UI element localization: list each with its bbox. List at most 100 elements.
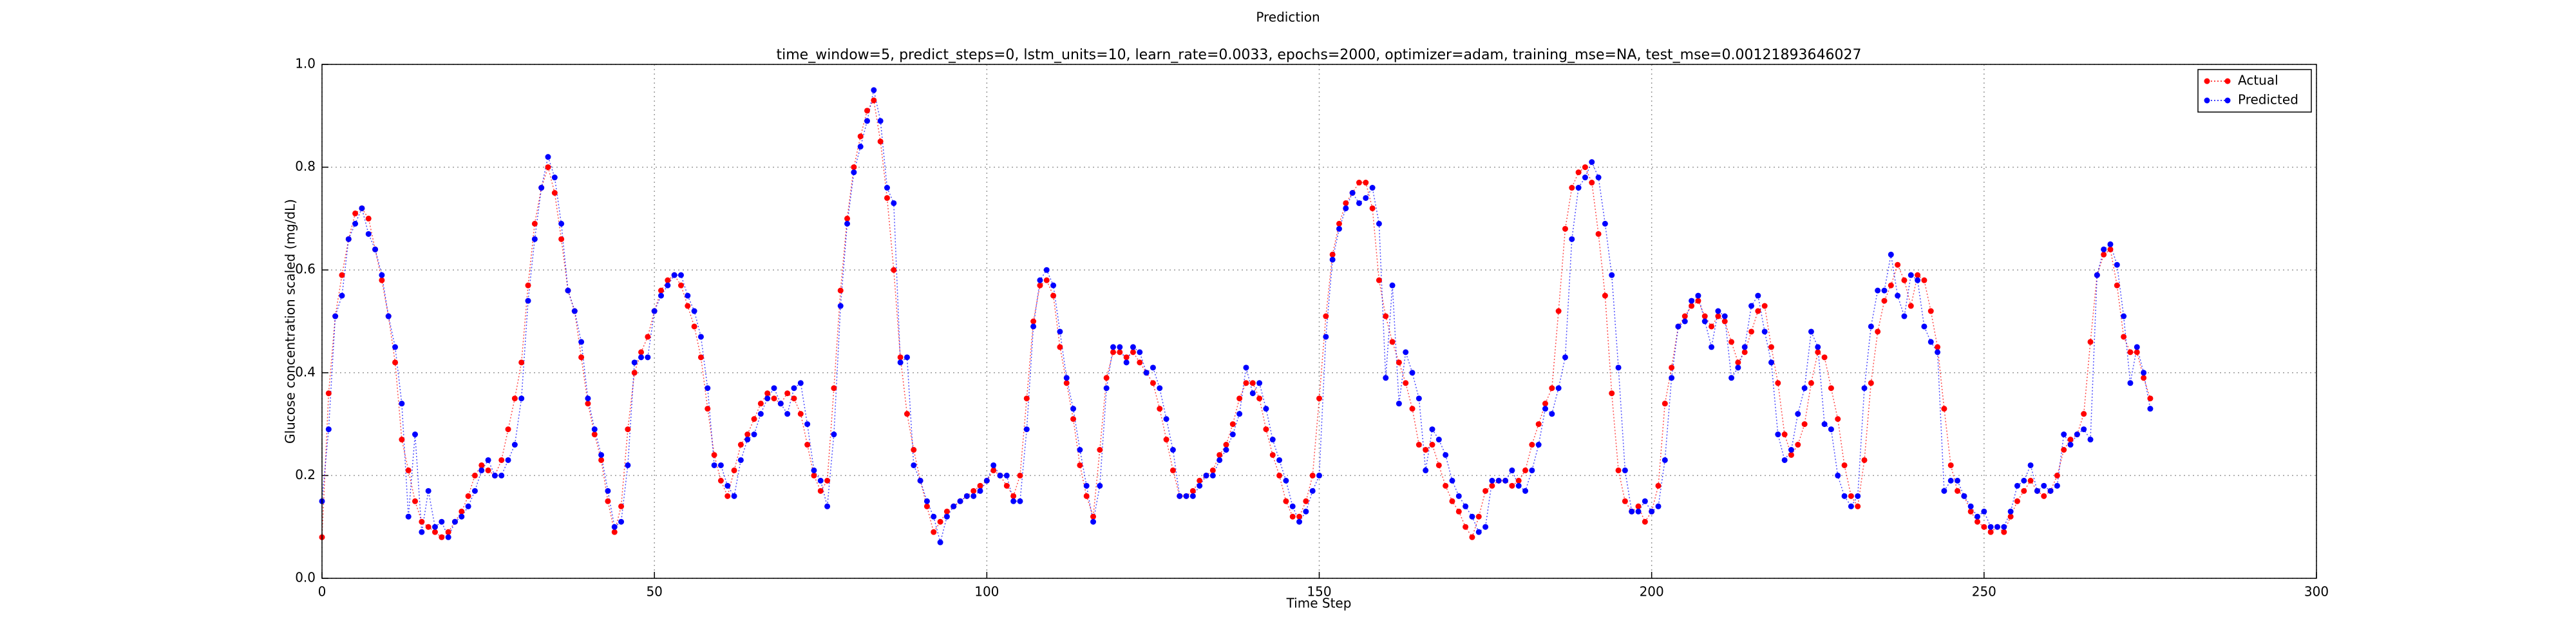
x-tick-label: 300 (2304, 584, 2329, 600)
y-axis-label: Glucose concentration scaled (mg/dL) (283, 199, 298, 444)
data-point (1303, 508, 1309, 515)
data-point (1681, 313, 1688, 319)
data-point (1063, 375, 1070, 381)
data-point (1981, 508, 1987, 515)
data-point (1509, 467, 1515, 473)
data-point (1429, 442, 1435, 448)
data-point (1323, 334, 1329, 340)
data-point (1269, 451, 1276, 458)
data-point (744, 431, 751, 438)
data-point (971, 493, 977, 499)
data-point (1243, 380, 1249, 386)
data-point (1416, 395, 1422, 402)
data-point (1189, 493, 1196, 499)
data-point (1615, 467, 1622, 473)
data-point (1781, 431, 1788, 438)
data-point (518, 359, 525, 366)
data-point (2121, 313, 2127, 319)
data-point (551, 190, 558, 196)
data-point (1343, 205, 1349, 211)
data-point (1975, 518, 1981, 525)
data-point (1535, 442, 1542, 448)
data-point (1289, 503, 1296, 509)
data-point (1037, 277, 1043, 283)
data-point (1927, 308, 1934, 314)
data-point (1901, 313, 1908, 319)
data-point (1609, 272, 1615, 278)
data-point (545, 154, 551, 160)
data-point (1449, 498, 1455, 504)
data-point (352, 220, 359, 227)
data-point (1542, 401, 1548, 407)
data-point (864, 118, 871, 124)
data-point (1649, 508, 1655, 515)
data-point (963, 493, 970, 499)
data-point (1861, 457, 1868, 463)
data-point (2001, 529, 2007, 535)
data-point (1296, 513, 1303, 520)
data-point (697, 334, 704, 340)
data-point (2101, 246, 2107, 252)
data-point (1083, 482, 1090, 489)
data-point (1482, 524, 1489, 530)
data-point (365, 231, 372, 237)
data-point (598, 451, 605, 458)
data-point (1642, 498, 1648, 504)
legend-marker (2204, 78, 2210, 84)
data-point (724, 493, 731, 499)
data-point (605, 498, 611, 504)
data-point (971, 488, 977, 494)
data-point (1223, 442, 1229, 448)
data-point (412, 431, 419, 438)
data-point (671, 272, 677, 278)
data-point (618, 518, 625, 525)
data-point (1868, 380, 1874, 386)
data-point (1329, 251, 1336, 258)
data-point (2087, 437, 2094, 443)
data-point (1469, 534, 1475, 540)
data-point (1316, 395, 1322, 402)
data-point (931, 513, 937, 520)
data-point (538, 185, 545, 191)
data-point (478, 467, 485, 473)
data-point (1376, 220, 1382, 227)
data-point (2061, 431, 2067, 438)
data-point (857, 144, 864, 150)
data-point (717, 462, 724, 468)
data-point (1622, 498, 1628, 504)
data-point (857, 133, 864, 140)
data-point (1635, 508, 1642, 515)
data-point (531, 236, 538, 242)
data-point (1881, 298, 1888, 304)
data-point (1549, 411, 1555, 417)
data-point (711, 462, 717, 468)
data-point (1655, 503, 1662, 509)
data-point (1582, 164, 1588, 171)
data-point (511, 442, 518, 448)
data-point (1329, 256, 1336, 263)
data-point (1901, 277, 1908, 283)
data-point (1423, 447, 1429, 453)
legend-label: Predicted (2238, 92, 2298, 108)
data-point (491, 472, 498, 478)
data-point (1463, 503, 1469, 509)
x-tick-label: 100 (974, 584, 999, 600)
data-point (1781, 457, 1788, 463)
data-point (1529, 442, 1535, 448)
data-point (1808, 380, 1814, 386)
data-point (1795, 411, 1801, 417)
data-point (1110, 349, 1116, 355)
data-point (1229, 431, 1236, 438)
data-point (1157, 385, 1163, 392)
data-point (1808, 328, 1814, 335)
data-point (1037, 282, 1043, 289)
data-point (445, 529, 451, 535)
data-point (1955, 477, 1961, 484)
data-point (697, 354, 704, 361)
data-point (1050, 282, 1057, 289)
data-point (1137, 359, 1143, 366)
data-point (691, 308, 697, 314)
data-point (1801, 421, 1808, 428)
data-point (1721, 313, 1728, 319)
data-point (1987, 524, 1994, 530)
